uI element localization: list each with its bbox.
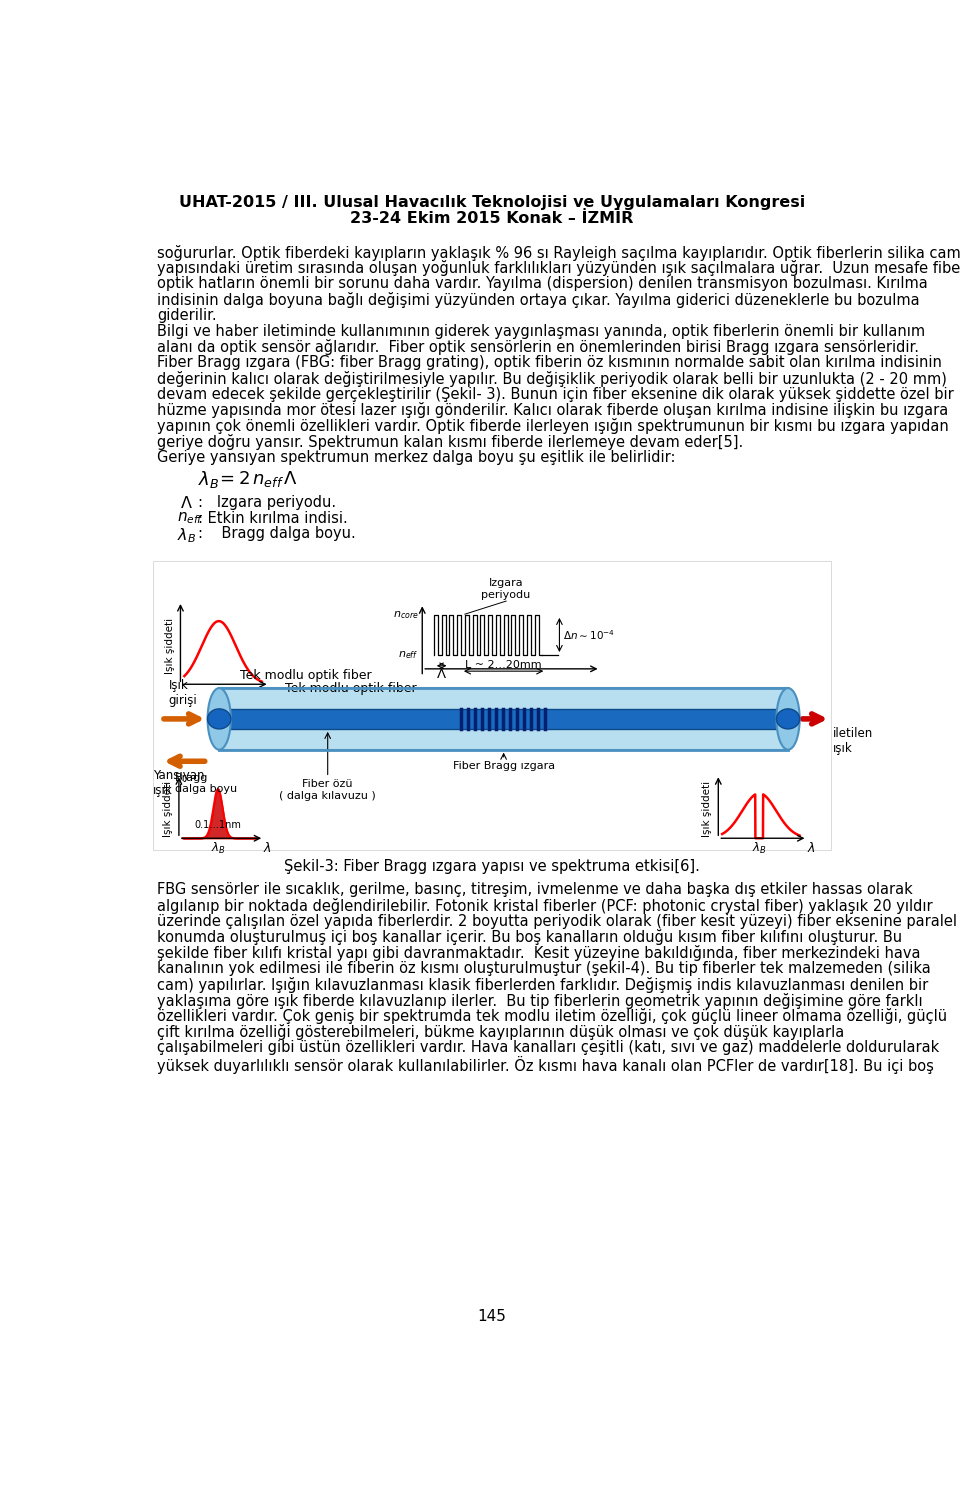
Text: $n_{core}$: $n_{core}$: [393, 609, 419, 621]
Text: yüksek duyarlılıklı sensör olarak kullanılabilirler. Öz kısmı hava kanalı olan P: yüksek duyarlılıklı sensör olarak kullan…: [157, 1055, 934, 1074]
Text: Fiber özü
( dalga kılavuzu ): Fiber özü ( dalga kılavuzu ): [279, 779, 376, 800]
Bar: [219, 709, 788, 729]
Text: : Etkin kırılma indisi.: : Etkin kırılma indisi.: [198, 511, 348, 526]
Text: çift kırılma özelliği gösterebilmeleri, bükme kayıplarının düşük olması ve çok d: çift kırılma özelliği gösterebilmeleri, …: [157, 1024, 845, 1040]
Text: $\Lambda$: $\Lambda$: [180, 494, 193, 511]
Text: $\lambda_B$: $\lambda_B$: [752, 841, 766, 856]
Text: $= 2\,n_{\mathit{eff}}\,\Lambda$: $= 2\,n_{\mathit{eff}}\,\Lambda$: [216, 469, 299, 488]
Text: $\lambda$: $\lambda$: [269, 686, 277, 700]
Text: değerinin kalıcı olarak değiştirilmesiyle yapılır. Bu değişiklik periyodik olara: değerinin kalıcı olarak değiştirilmesiyl…: [157, 370, 948, 387]
Text: L ~ 2…20mm: L ~ 2…20mm: [466, 659, 542, 670]
Text: alanı da optik sensör ağlarıdır.  Fiber optik sensörlerin en önemlerinden birisi: alanı da optik sensör ağlarıdır. Fiber o…: [157, 339, 920, 355]
Text: $\Delta n \sim 10^{-4}$: $\Delta n \sim 10^{-4}$: [563, 627, 614, 643]
Text: hüzme yapısında mor ötesi lazer ışığı gönderilir. Kalıcı olarak fiberde oluşan k: hüzme yapısında mor ötesi lazer ışığı gö…: [157, 402, 948, 419]
Text: Bilgi ve haber iletiminde kullanımının giderek yaygınlaşması yanında, optik fibe: Bilgi ve haber iletiminde kullanımının g…: [157, 324, 925, 339]
Bar: [219, 688, 788, 750]
Text: $\lambda_B$: $\lambda_B$: [198, 469, 219, 490]
Text: $\lambda_B$: $\lambda_B$: [177, 526, 196, 546]
Text: $n_{\mathit{eff}}$: $n_{\mathit{eff}}$: [177, 511, 204, 526]
Text: $\lambda$: $\lambda$: [263, 841, 272, 854]
Text: yapısındaki üretim sırasında oluşan yoğunluk farklılıkları yüzyünden ışık saçılm: yapısındaki üretim sırasında oluşan yoğu…: [157, 260, 960, 277]
Text: Tek modlu optik fiber: Tek modlu optik fiber: [285, 682, 417, 696]
Text: yaklaşıma göre ışık fiberde kılavuzlanıp ilerler.  Bu tip fiberlerin geometrik y: yaklaşıma göre ışık fiberde kılavuzlanıp…: [157, 993, 923, 1009]
Bar: [154, 561, 830, 850]
Text: şekilde fiber kılıfı kristal yapı gibi davranmaktadır.  Kesit yüzeyine bakıldığı: şekilde fiber kılıfı kristal yapı gibi d…: [157, 945, 921, 962]
Text: 145: 145: [477, 1309, 507, 1325]
Text: Işık şiddeti: Işık şiddeti: [164, 618, 175, 674]
Text: Fiber Bragg ızgara: Fiber Bragg ızgara: [452, 761, 555, 771]
Text: cam) yapılırlar. Işığın kılavuzlanması klasik fiberlerden farklıdır. Değişmiş in: cam) yapılırlar. Işığın kılavuzlanması k…: [157, 977, 928, 993]
Text: devam edecek şekilde gerçekleştirilir (Şekil- 3). Bunun için fiber eksenine dik : devam edecek şekilde gerçekleştirilir (Ş…: [157, 387, 954, 402]
Text: optik hatların önemli bir sorunu daha vardır. Yayılma (dispersion) denilen trans: optik hatların önemli bir sorunu daha va…: [157, 277, 928, 292]
Ellipse shape: [777, 688, 800, 750]
Text: Fiber Bragg ızgara (FBG: fiber Bragg grating), optik fiberin öz kısmının normald: Fiber Bragg ızgara (FBG: fiber Bragg gra…: [157, 355, 942, 370]
Text: Yansıyan
ışık: Yansıyan ışık: [154, 770, 204, 797]
Text: yapının çok önemli özellikleri vardır. Optik fiberde ilerleyen ışığın spektrumun: yapının çok önemli özellikleri vardır. O…: [157, 419, 948, 434]
Text: geriye doğru yansır. Spektrumun kalan kısmı fiberde ilerlemeye devam eder[5].: geriye doğru yansır. Spektrumun kalan kı…: [157, 434, 743, 451]
Text: özellikleri vardır. Çok geniş bir spektrumda tek modlu iletim özelliği, çok güçl: özellikleri vardır. Çok geniş bir spektr…: [157, 1009, 948, 1025]
Text: Geriye yansıyan spektrumun merkez dalga boyu şu eşitlik ile belirlidir:: Geriye yansıyan spektrumun merkez dalga …: [157, 449, 676, 464]
Text: $\lambda$: $\lambda$: [806, 841, 815, 854]
Text: giderilir.: giderilir.: [157, 308, 217, 322]
Text: üzerinde çalışılan özel yapıda fiberlerdir. 2 boyutta periyodik olarak (fiber ke: üzerinde çalışılan özel yapıda fiberlerd…: [157, 913, 957, 928]
Text: konumda oluşturulmuş içi boş kanallar içerir. Bu boş kanalların olduğu kısım fib: konumda oluşturulmuş içi boş kanallar iç…: [157, 930, 902, 945]
Text: 0.1…1nm: 0.1…1nm: [195, 820, 241, 830]
Text: $n_{eff}$: $n_{eff}$: [398, 649, 419, 661]
Text: Tek modlu optik fiber: Tek modlu optik fiber: [240, 668, 372, 682]
Text: Şekil-3: Fiber Bragg ızgara yapısı ve spektruma etkisi[6].: Şekil-3: Fiber Bragg ızgara yapısı ve sp…: [284, 859, 700, 874]
Ellipse shape: [207, 709, 230, 729]
Text: 23-24 Ekim 2015 Konak – İZMİR: 23-24 Ekim 2015 Konak – İZMİR: [350, 212, 634, 227]
Text: :    Bragg dalga boyu.: : Bragg dalga boyu.: [198, 526, 355, 541]
Text: algılanıp bir noktada değlendirilebilir. Fotonik kristal fiberler (PCF: photonic: algılanıp bir noktada değlendirilebilir.…: [157, 898, 933, 913]
Text: :   Izgara periyodu.: : Izgara periyodu.: [198, 494, 336, 510]
Text: $\Lambda$: $\Lambda$: [436, 668, 447, 680]
Text: kanalının yok edilmesi ile fiberin öz kısmı oluşturulmuştur (şekil-4). Bu tip fi: kanalının yok edilmesi ile fiberin öz kı…: [157, 962, 931, 977]
Text: FBG sensörler ile sıcaklık, gerilme, basınç, titreşim, ivmelenme ve daha başka d: FBG sensörler ile sıcaklık, gerilme, bas…: [157, 881, 913, 897]
Text: Işık
girişi: Işık girişi: [169, 679, 198, 706]
Text: iletilen
ışık: iletilen ışık: [833, 727, 874, 754]
Text: indisinin dalga boyuna bağlı değişimi yüzyünden ortaya çıkar. Yayılma giderici d: indisinin dalga boyuna bağlı değişimi yü…: [157, 292, 920, 308]
Text: Işık şiddeti: Işık şiddeti: [163, 782, 173, 838]
Text: Bragg
dalga boyu: Bragg dalga boyu: [175, 773, 237, 794]
Text: Izgara
periyodu: Izgara periyodu: [482, 578, 531, 600]
Text: Işık şiddeti: Işık şiddeti: [703, 782, 712, 838]
Text: UHAT-2015 / III. Ulusal Havacılık Teknolojisi ve Uygulamaları Kongresi: UHAT-2015 / III. Ulusal Havacılık Teknol…: [179, 195, 805, 210]
Ellipse shape: [777, 709, 800, 729]
Text: çalışabilmeleri gibi üstün özellikleri vardır. Hava kanalları çeşitli (katı, sıv: çalışabilmeleri gibi üstün özellikleri v…: [157, 1040, 940, 1055]
Text: soğururlar. Optik fiberdeki kayıpların yaklaşık % 96 sı Rayleigh saçılma kayıpla: soğururlar. Optik fiberdeki kayıpların y…: [157, 245, 960, 260]
Ellipse shape: [207, 688, 230, 750]
Text: $\lambda_B$: $\lambda_B$: [210, 841, 226, 856]
